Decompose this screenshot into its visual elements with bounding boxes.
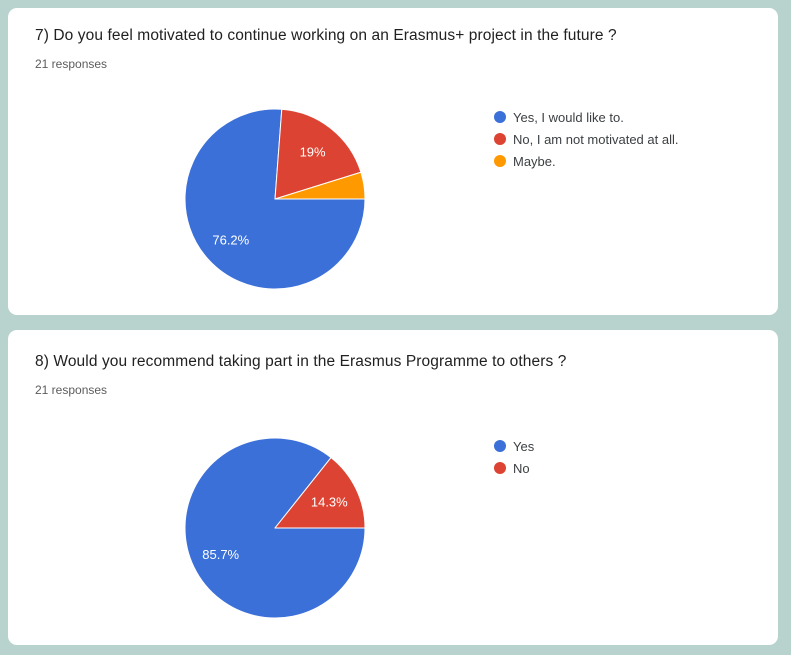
- question-title: 7) Do you feel motivated to continue wor…: [35, 27, 617, 44]
- legend-item: Yes: [494, 435, 534, 457]
- legend-swatch: [494, 155, 506, 167]
- chart-legend: Yes, I would like to. No, I am not motiva…: [494, 106, 678, 172]
- legend-label: Yes, I would like to.: [513, 109, 624, 125]
- legend-swatch: [494, 111, 506, 123]
- responses-count: 21 responses: [35, 57, 108, 71]
- legend-swatch: [494, 462, 506, 474]
- legend-label: No, I am not motivated at all.: [513, 131, 679, 147]
- legend-item: No, I am not motivated at all.: [494, 128, 678, 150]
- pie-slice: [274, 171, 366, 200]
- pie-chart: 76.2% 19%: [184, 108, 366, 290]
- pie-chart-block: 85.7% 14.3% Yes No: [180, 433, 750, 623]
- pie-slice-label: 19%: [300, 144, 326, 159]
- legend-item: Maybe.: [494, 150, 678, 172]
- pie-slice: [274, 108, 362, 200]
- legend-swatch: [494, 133, 506, 145]
- pie-slice-label: 76.2%: [212, 233, 249, 248]
- chart-legend: Yes No: [494, 435, 534, 479]
- legend-label: Maybe.: [513, 153, 556, 169]
- pie-chart: 85.7% 14.3%: [184, 437, 366, 619]
- pie-slice-label: 14.3%: [311, 494, 348, 509]
- question-card-8: 8) Would you recommend taking part in th…: [8, 330, 778, 645]
- pie-chart-block: 76.2% 19% Yes, I would like to. No, I am n…: [180, 104, 750, 294]
- legend-swatch: [494, 440, 506, 452]
- question-card-7: 7) Do you feel motivated to continue wor…: [8, 8, 778, 315]
- question-title: 8) Would you recommend taking part in th…: [35, 353, 567, 370]
- responses-count: 21 responses: [35, 383, 108, 397]
- legend-label: Yes: [513, 438, 535, 454]
- pie-slice: [274, 457, 366, 529]
- legend-item: Yes, I would like to.: [494, 106, 678, 128]
- legend-item: No: [494, 457, 534, 479]
- pie-slice-label: 85.7%: [202, 547, 239, 562]
- legend-label: No: [513, 460, 530, 476]
